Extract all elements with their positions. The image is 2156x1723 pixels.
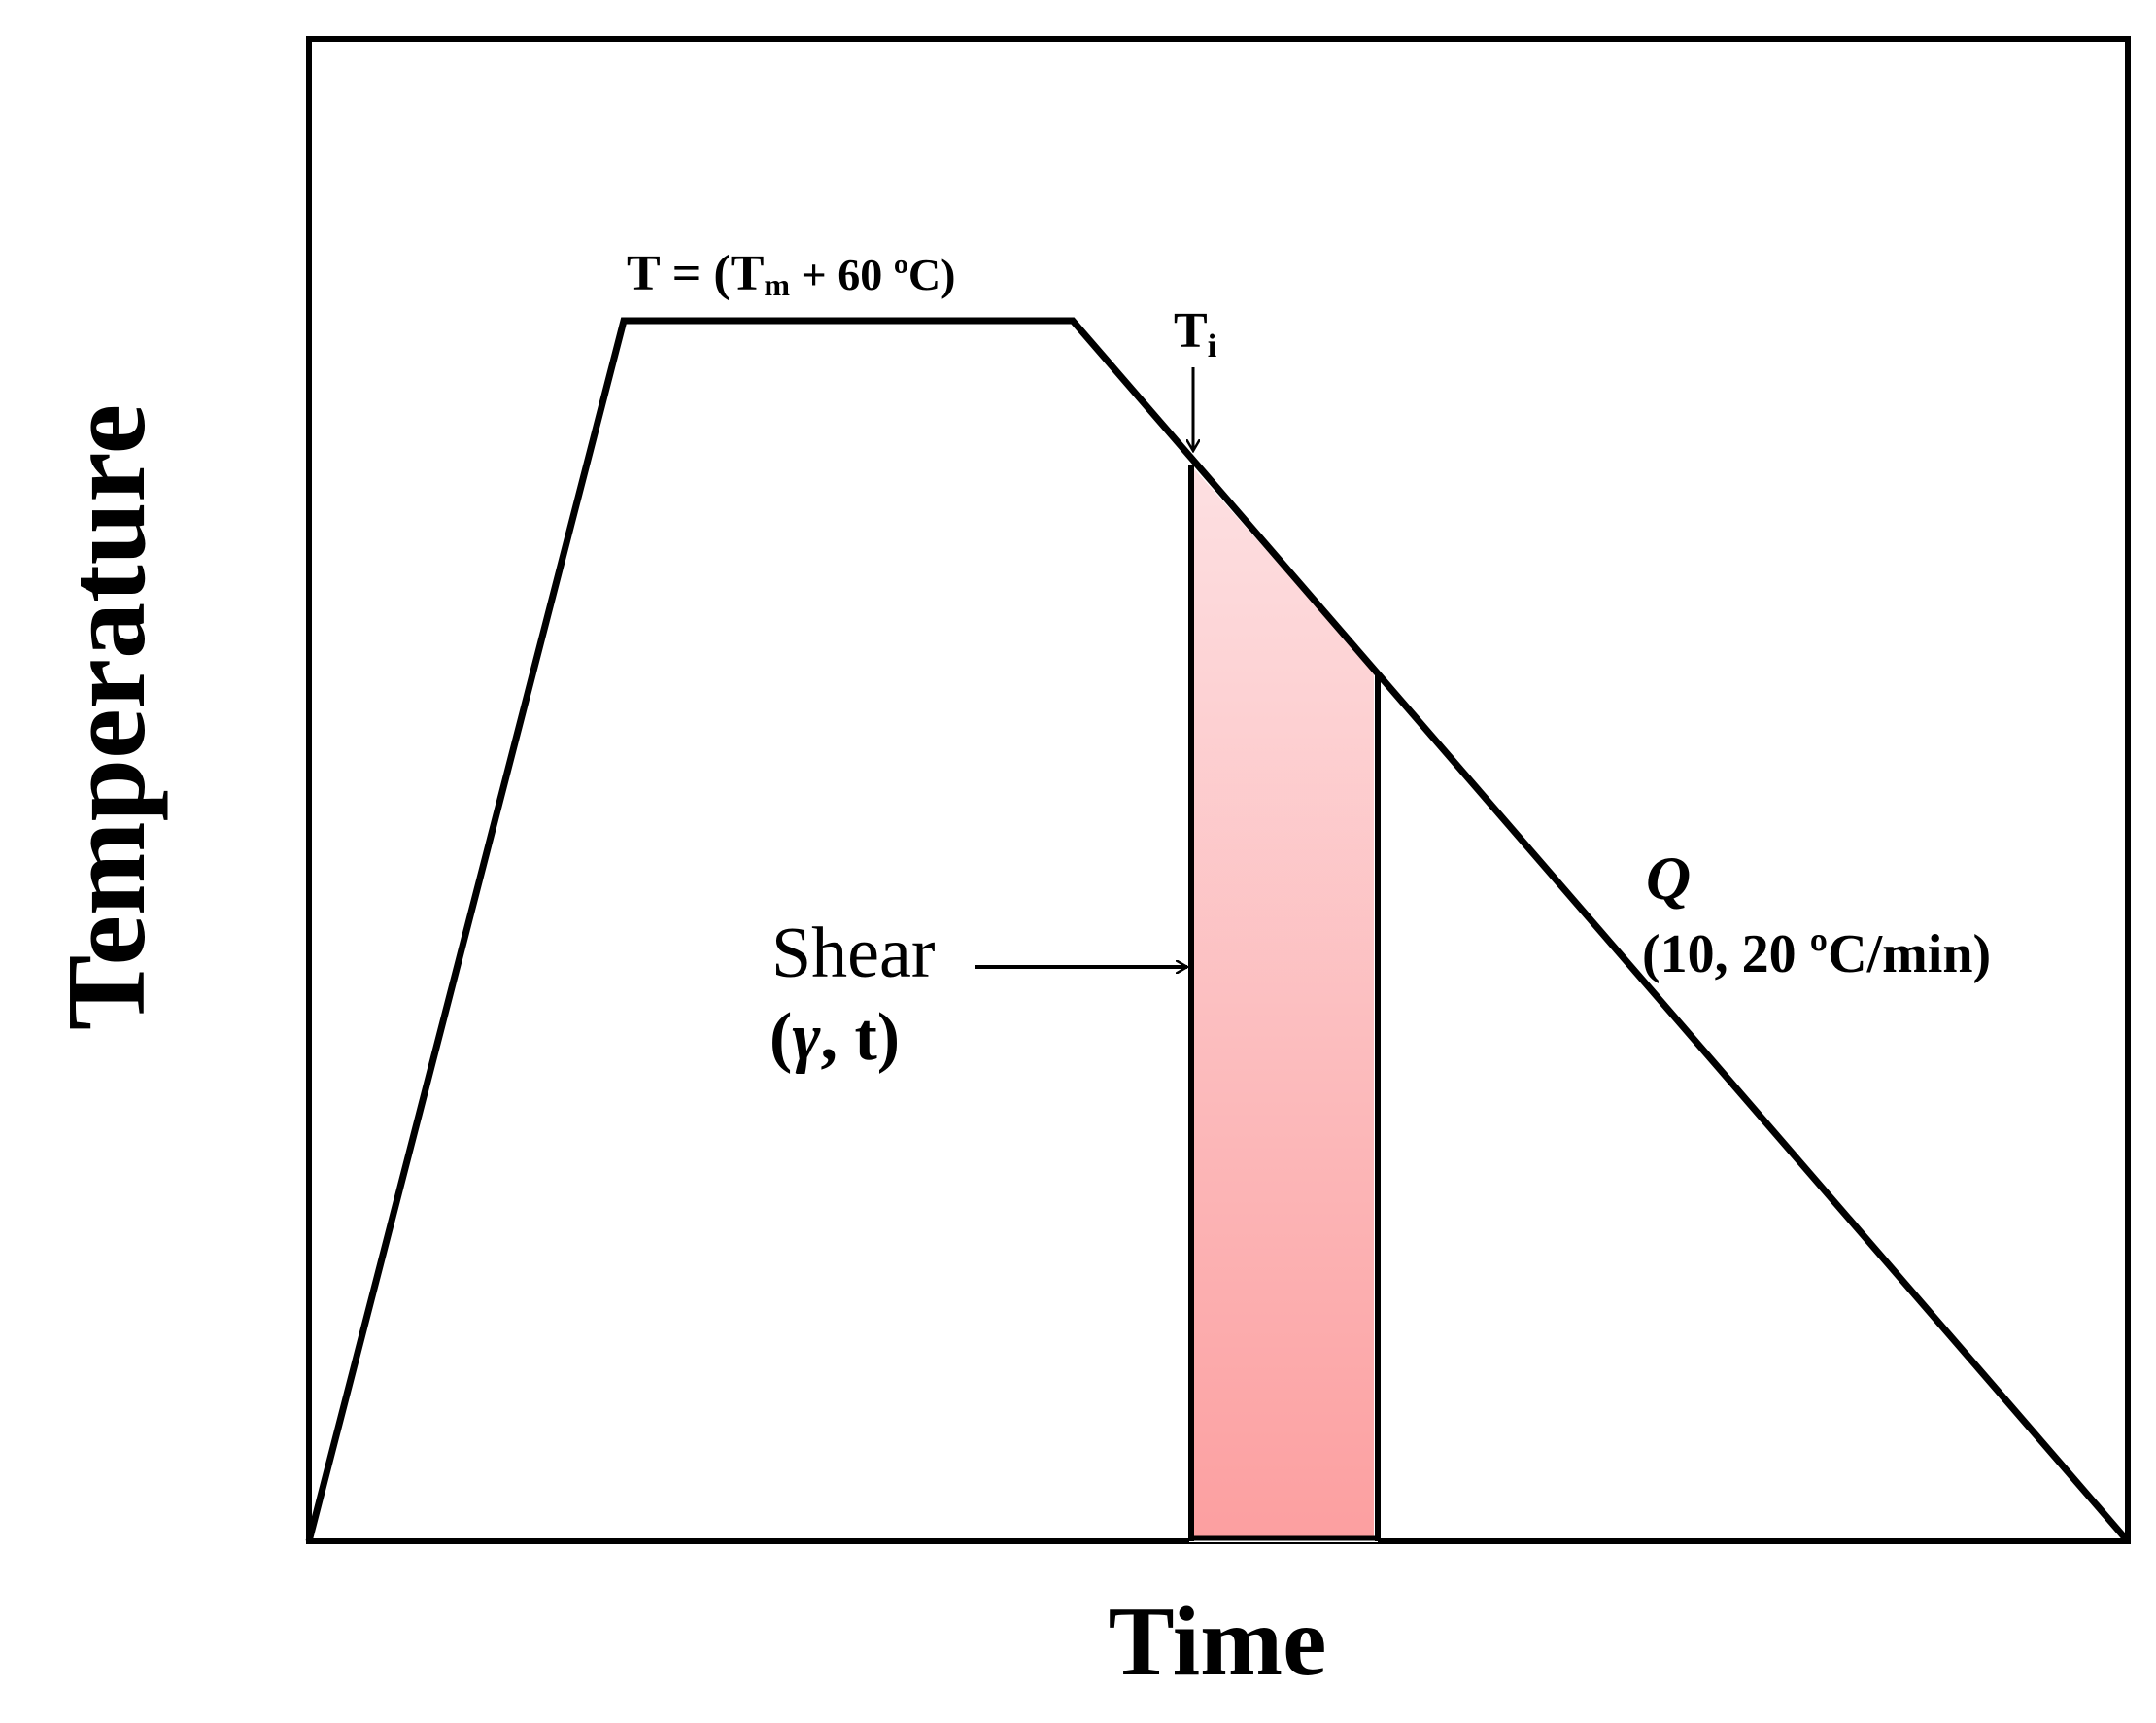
shear-params-open: (	[770, 1000, 792, 1075]
cooling-rate-symbol: Q	[1646, 844, 1691, 913]
ti-label-main: T	[1174, 303, 1208, 359]
shear-params-label: (γ, t)	[770, 1000, 900, 1075]
hold-label-prefix: T = (T	[627, 246, 764, 301]
shear-region	[1189, 457, 1378, 1542]
cooling-rate-values: (10, 20 ºC/min)	[1642, 924, 1991, 984]
hold-label-subscript: m	[764, 267, 790, 302]
x-axis-label: Time	[1109, 1587, 1327, 1697]
hold-label-suffix: + 60 ºC)	[790, 250, 955, 299]
shear-params-rest: , t)	[820, 1000, 900, 1075]
y-axis-label: Temperature	[45, 404, 169, 1030]
shear-params-gamma: γ	[792, 1000, 821, 1075]
shear-label: Shear	[771, 913, 936, 993]
ti-label: Ti	[1174, 303, 1216, 364]
ti-label-subscript: i	[1208, 328, 1216, 364]
hold-temperature-label: T = (Tm + 60 ºC)	[627, 246, 955, 302]
temperature-profile-line	[305, 317, 2131, 1544]
